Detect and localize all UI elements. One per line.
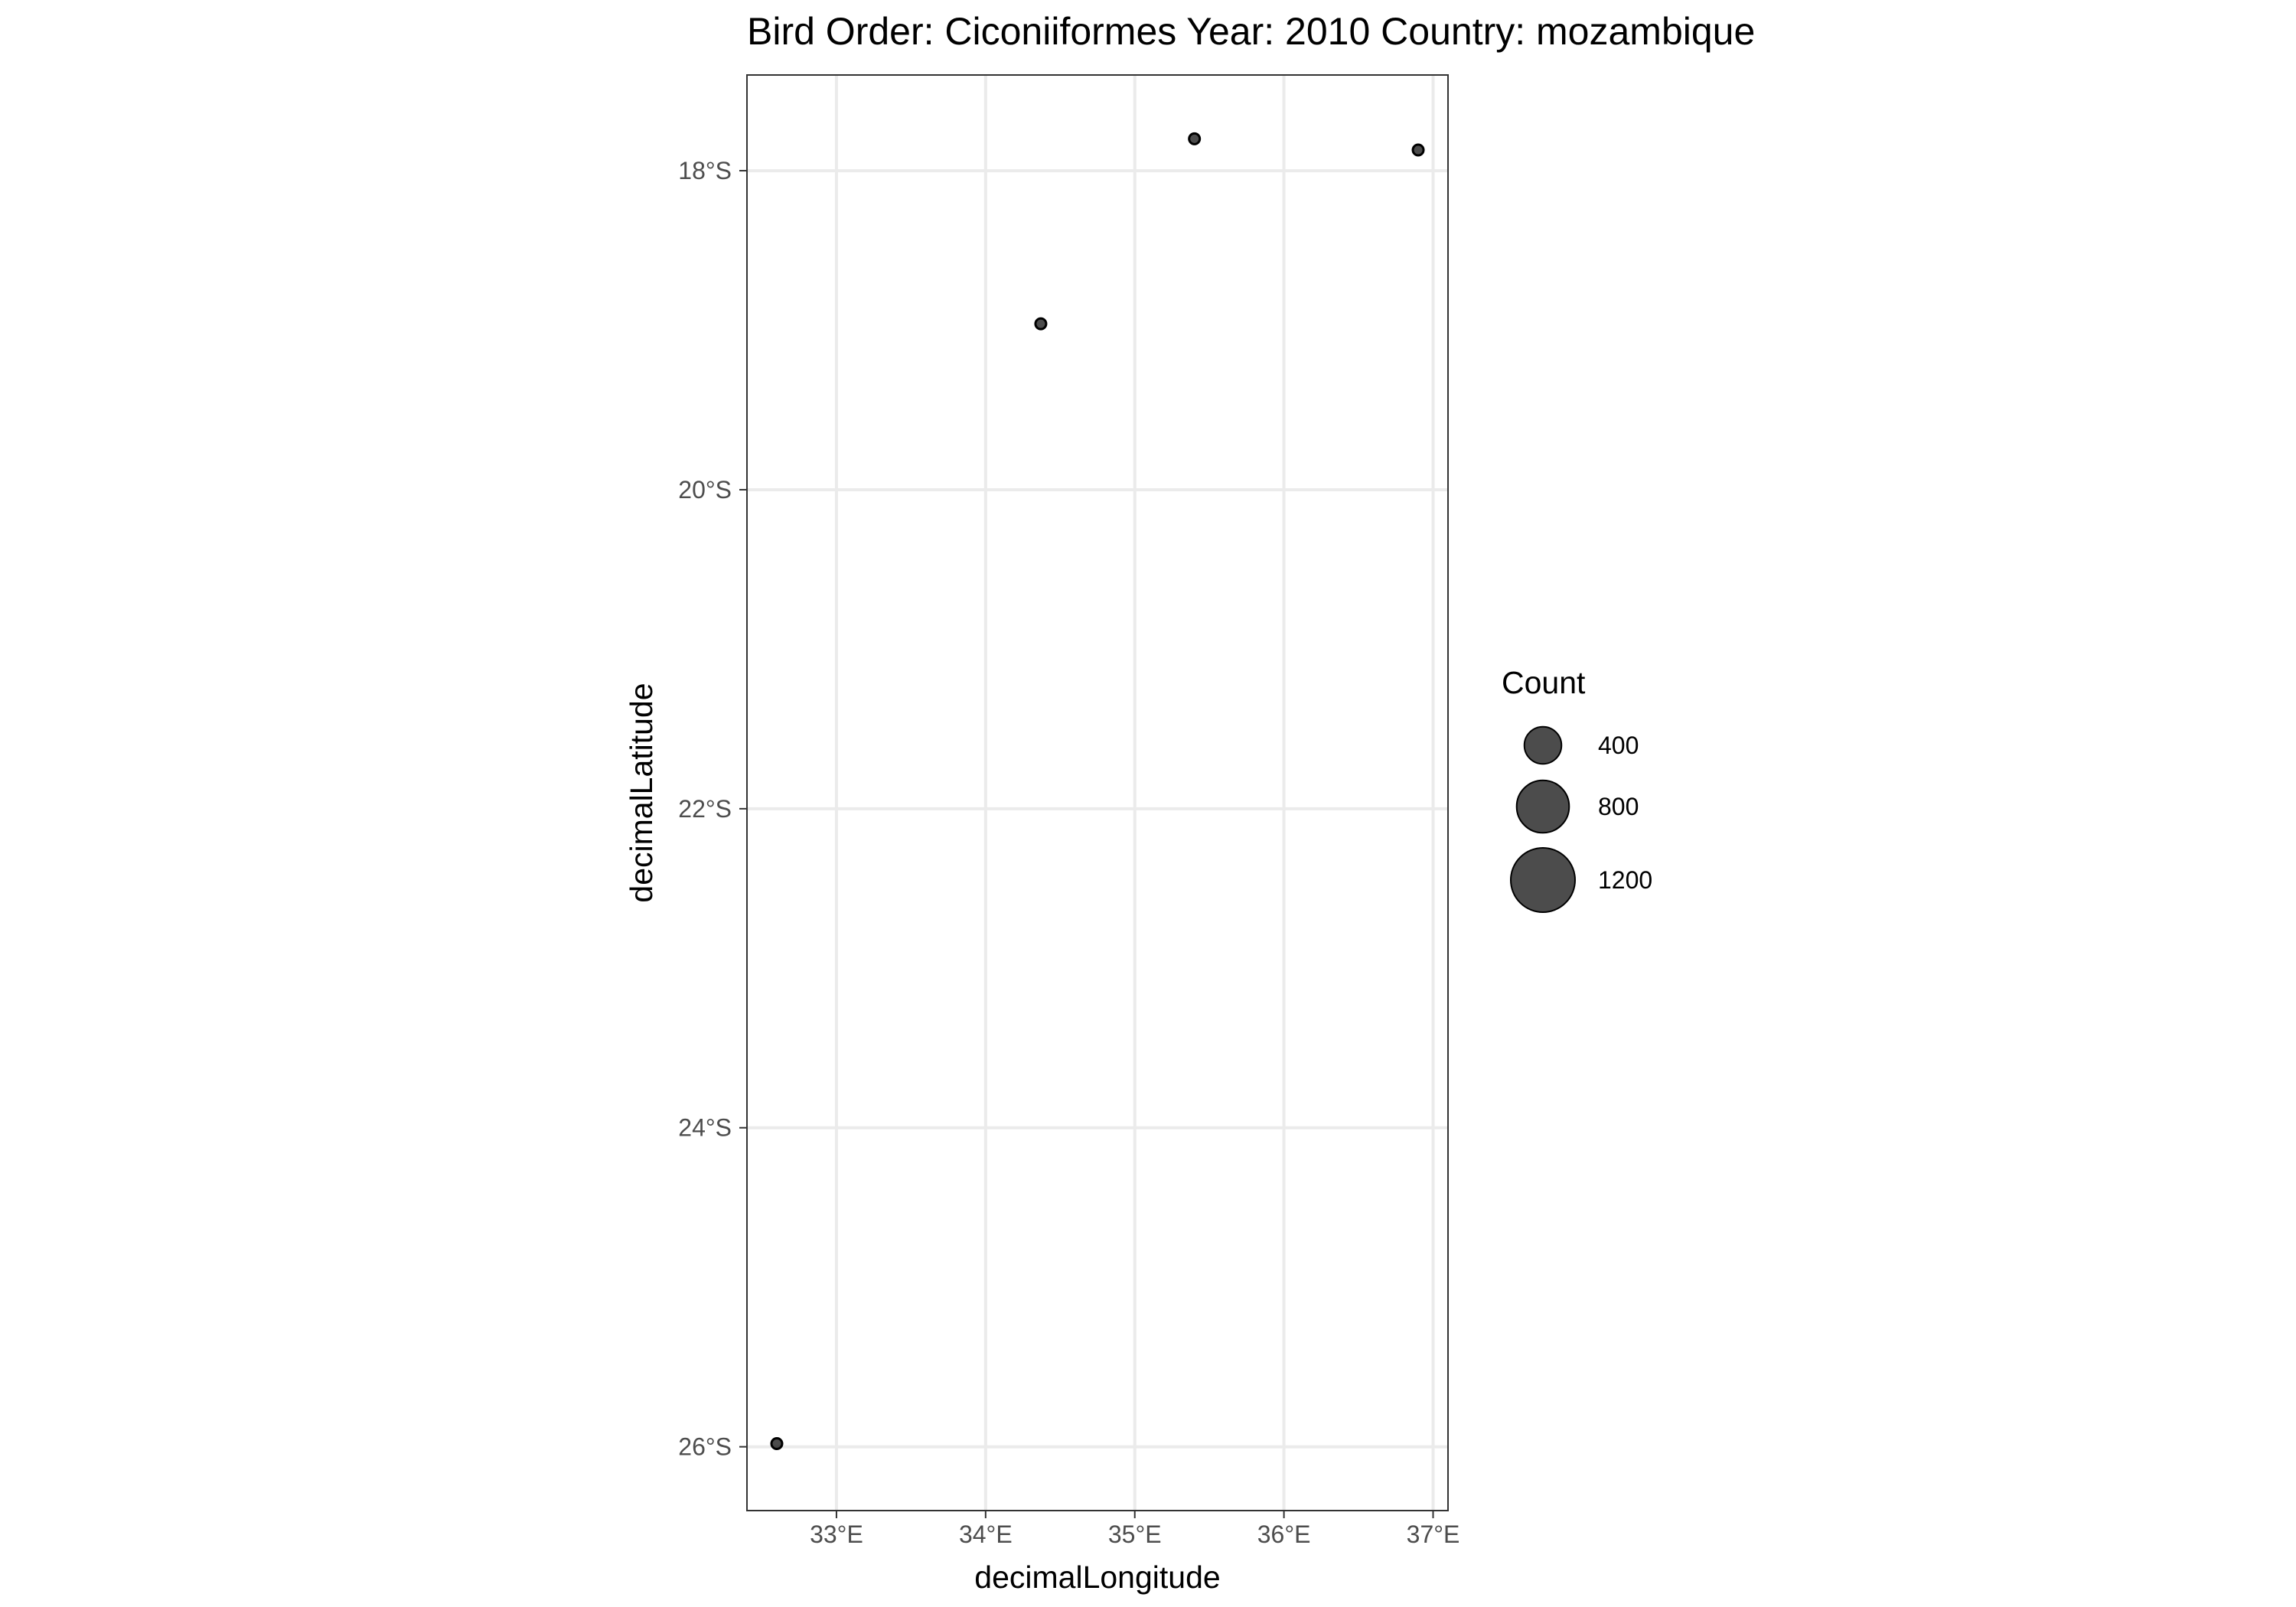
y-tick-label: 20°S: [678, 476, 732, 504]
data-point: [1411, 143, 1425, 157]
x-tick-label: 35°E: [1108, 1521, 1162, 1548]
x-tick-label: 34°E: [959, 1521, 1013, 1548]
plot-panel: [746, 74, 1449, 1511]
chart-title: Bird Order: Ciconiiformes Year: 2010 Cou…: [747, 10, 1755, 53]
legend-key-circle: [1515, 779, 1570, 834]
x-axis-title: decimalLongitude: [974, 1560, 1220, 1595]
y-tick-label: 26°S: [678, 1433, 732, 1461]
size-legend: Count 400 800 1200: [1502, 665, 1652, 913]
x-tick-label: 37°E: [1407, 1521, 1460, 1548]
data-point: [770, 1436, 784, 1450]
y-tick-label: 24°S: [678, 1114, 732, 1142]
data-points: [770, 132, 1425, 1450]
y-axis: 18°S 20°S 22°S 24°S 26°S: [678, 157, 747, 1461]
data-point: [1188, 132, 1202, 145]
legend-key-label: 1200: [1598, 866, 1652, 894]
legend-key-circle: [1523, 725, 1563, 765]
y-axis-title: decimalLatitude: [624, 683, 659, 902]
x-axis: 33°E 34°E 35°E 36°E 37°E: [810, 1511, 1459, 1548]
y-tick-label: 22°S: [678, 795, 732, 823]
legend-key-label: 400: [1598, 732, 1639, 759]
x-tick-label: 33°E: [810, 1521, 863, 1548]
panel-border: [746, 74, 1449, 1511]
legend-key-label: 800: [1598, 793, 1639, 820]
legend-keys: 400 800 1200: [1510, 725, 1652, 913]
x-tick-label: 36°E: [1257, 1521, 1311, 1548]
gridlines: [747, 75, 1448, 1511]
legend-title: Count: [1502, 665, 1586, 700]
panel-background: [747, 75, 1448, 1511]
data-point: [1034, 317, 1048, 331]
legend-key-circle: [1510, 847, 1576, 913]
y-tick-label: 18°S: [678, 157, 732, 184]
